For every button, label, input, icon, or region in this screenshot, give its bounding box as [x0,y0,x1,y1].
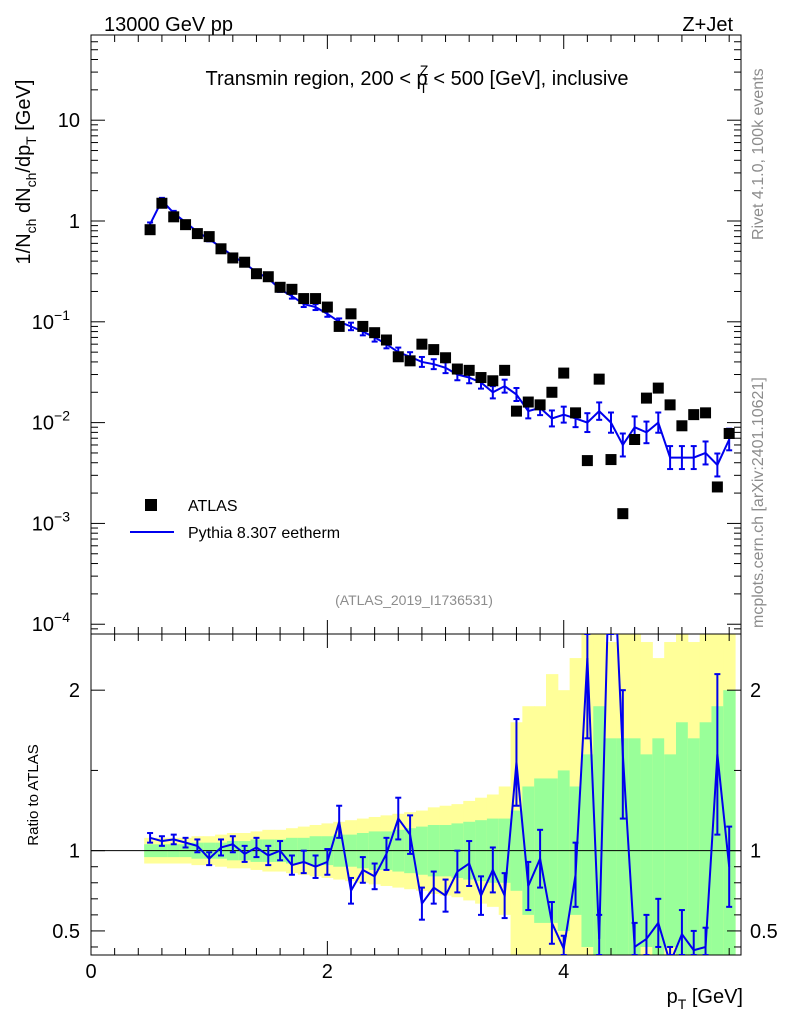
atlas-point [558,367,570,379]
atlas-point [652,382,664,394]
atlas-point [428,344,440,356]
atlas-point [239,256,251,268]
atlas-point [380,334,392,346]
atlas-point [392,351,404,363]
ratio-band-green [723,690,736,955]
main-ytick-label: 10 [58,110,80,132]
main-y-label: 1/Nch dNch/dpT [GeV] [13,80,39,265]
atlas-point [581,455,593,467]
atlas-point [168,211,180,223]
pythia-line [149,198,731,467]
atlas-point [404,355,416,367]
ratio-ytick-label-right: 2 [750,680,761,702]
atlas-point [451,363,463,375]
main-ytick-label: 10−2 [32,408,70,435]
atlas-point [664,399,676,411]
header-right: Z+Jet [682,14,733,36]
atlas-point [215,243,227,255]
atlas-point [333,320,345,332]
header-left: 13000 GeV pp [104,14,233,36]
atlas-point [605,454,617,466]
atlas-point [711,481,723,493]
ratio-band-green [676,722,689,955]
atlas-point [440,352,452,364]
rivet-label: Rivet 4.1.0, 100k events [750,68,767,240]
ratio-data [147,634,733,955]
atlas-point [570,407,582,419]
atlas-point [522,396,534,408]
atlas-point [310,293,322,305]
legend-pythia-label: Pythia 8.307 eetherm [188,525,340,542]
plot-title: Transmin region, 200 < pZ T < 500 [GeV], … [206,62,629,96]
atlas-point [723,427,735,439]
atlas-point [227,252,239,264]
atlas-point [144,224,156,236]
x-tick-label: 0 [85,961,96,983]
main-frame [90,34,742,635]
atlas-point [640,392,652,404]
atlas-point [191,228,203,240]
ratio-frame [90,633,742,956]
main-ytick-label: 10−1 [32,307,70,334]
atlas-point [262,271,274,283]
ratio-y-label: Ratio to ATLAS [25,744,42,845]
atlas-point [499,364,511,376]
atlas-point [203,231,215,243]
atlas-point [475,372,487,384]
ratio-band-green [699,722,712,955]
atlas-point [416,338,428,350]
atlas-point [369,327,381,339]
main-ytick-label: 1 [69,211,80,233]
atlas-point [700,407,712,419]
atlas-point [617,508,629,520]
x-tick-label: 2 [322,961,333,983]
atlas-point [546,386,558,398]
atlas-point [298,293,310,305]
atlas-point [534,399,546,411]
atlas-point [180,219,192,231]
ratio-ytick-label-right: 0.5 [750,921,778,943]
atlas-point [286,283,298,295]
x-axis-label: pT [GeV] [667,986,743,1012]
atlas-point [357,320,369,332]
ratio-series [147,634,733,955]
mcplots-label: mcplots.cern.ch [arXiv:2401.10621] [750,377,767,628]
atlas-point [510,405,522,417]
x-tick-label: 4 [558,961,569,983]
atlas-point [250,268,262,280]
ratio-bands [144,634,736,955]
main-ytick-label: 10−3 [32,508,70,535]
atlas-point [274,281,286,293]
ratio-band-green [687,738,701,955]
atlas-point [688,409,700,421]
analysis-id: (ATLAS_2019_I1736531) [335,592,493,608]
atlas-point [321,301,333,313]
ratio-band-green [605,738,618,955]
atlas-point [629,433,641,445]
main-axes: 10 1 10−1 10−2 10−3 10−4 [32,34,742,636]
atlas-point [156,197,168,209]
main-data [144,196,735,520]
ratio-ytick-label-left: 0.5 [52,921,80,943]
legend: ATLAS Pythia 8.307 eetherm [130,498,340,542]
ratio-line [149,634,731,955]
ratio-ytick-label-left: 1 [69,841,80,863]
atlas-point [345,308,357,320]
atlas-point [676,420,688,432]
atlas-point [487,375,499,387]
ratio-axes: 0.5 0.5 1 1 2 2 0 2 4 [52,633,778,983]
legend-atlas-label: ATLAS [188,498,238,515]
atlas-point [463,364,475,376]
main-ytick-label: 10−4 [32,609,70,636]
ratio-ytick-label-left: 2 [69,680,80,702]
atlas-point [593,373,605,385]
ratio-ytick-label-right: 1 [750,841,761,863]
ratio-band-green [652,738,665,955]
legend-atlas-marker [145,499,157,511]
